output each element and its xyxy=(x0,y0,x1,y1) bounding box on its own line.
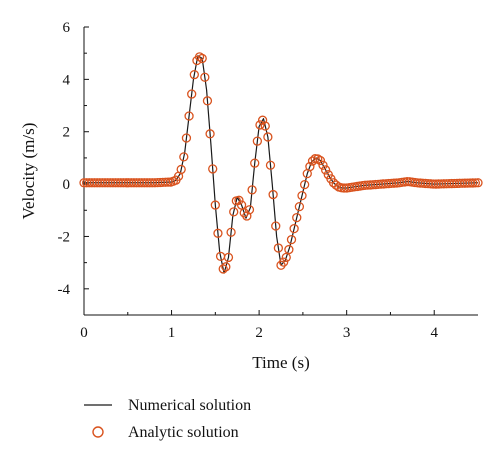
analytic-point xyxy=(176,164,186,175)
analytic-point xyxy=(202,96,213,106)
x-tick-label: 0 xyxy=(80,325,88,341)
analytic-point xyxy=(255,120,265,130)
x-axis-title: Time (s) xyxy=(252,353,309,372)
y-axis-title: Velocity (m/s) xyxy=(19,123,38,220)
y-tick-label: -4 xyxy=(58,282,71,298)
analytic-point xyxy=(221,262,231,272)
legend: Numerical solution Analytic solution xyxy=(84,397,251,441)
y-tick-label: 2 xyxy=(63,125,71,141)
analytic-point xyxy=(184,111,194,121)
analytic-point xyxy=(281,252,291,263)
legend-label-analytic: Analytic solution xyxy=(128,424,239,441)
plot-area: 0 1 2 3 4 -4 -2 0 2 4 6 xyxy=(58,20,483,341)
analytic-point xyxy=(181,133,192,143)
analytic-point xyxy=(250,158,260,168)
legend-label-numerical: Numerical solution xyxy=(128,397,251,414)
analytic-point xyxy=(247,185,257,195)
analytic-point xyxy=(331,180,341,190)
y-tick-label: 0 xyxy=(63,177,71,193)
analytic-point xyxy=(305,161,315,172)
analytic-point xyxy=(315,155,326,166)
analytic-point xyxy=(320,165,331,175)
analytic-point xyxy=(200,72,210,82)
x-tick-label: 3 xyxy=(343,325,351,341)
legend-marker-swatch xyxy=(92,426,104,438)
y-tick-label: 4 xyxy=(63,72,71,88)
analytic-solution-series xyxy=(79,52,483,274)
analytic-point xyxy=(468,178,478,188)
x-tick-label: 2 xyxy=(255,325,263,341)
analytic-point xyxy=(473,178,483,188)
analytic-point xyxy=(205,129,215,139)
analytic-point xyxy=(289,223,299,234)
analytic-point xyxy=(271,221,281,231)
analytic-point xyxy=(470,178,481,188)
analytic-point xyxy=(257,115,268,125)
analytic-point xyxy=(268,189,278,200)
y-tick-label: 6 xyxy=(63,20,71,36)
analytic-point xyxy=(276,260,286,270)
analytic-point xyxy=(239,208,249,218)
analytic-point xyxy=(234,195,244,205)
analytic-point xyxy=(197,53,207,64)
analytic-point xyxy=(263,132,273,142)
analytic-point xyxy=(210,200,220,210)
analytic-point xyxy=(292,212,302,223)
analytic-point xyxy=(265,160,276,170)
analytic-point xyxy=(179,152,189,162)
analytic-point xyxy=(318,160,328,170)
numerical-solution-series xyxy=(84,55,479,274)
analytic-point xyxy=(299,179,310,190)
x-ticks: 0 1 2 3 4 xyxy=(80,310,438,341)
analytic-point xyxy=(244,205,255,215)
analytic-point xyxy=(236,200,247,210)
analytic-point xyxy=(213,228,223,238)
y-ticks: -4 -2 0 2 4 6 xyxy=(58,20,89,316)
analytic-point xyxy=(218,264,228,274)
analytic-point xyxy=(297,190,307,201)
analytic-point xyxy=(278,257,289,267)
analytic-point xyxy=(229,207,239,217)
analytic-point xyxy=(284,244,294,255)
x-tick-label: 4 xyxy=(430,325,438,341)
analytic-point xyxy=(286,234,297,245)
analytic-point xyxy=(223,252,234,263)
analytic-point xyxy=(226,227,236,237)
analytic-point xyxy=(252,136,263,146)
y-tick-label: -2 xyxy=(58,229,71,245)
analytic-point xyxy=(273,243,284,253)
analytic-point xyxy=(260,121,270,131)
numerical-solution-line xyxy=(84,55,479,274)
x-tick-label: 1 xyxy=(168,325,176,341)
analytic-point xyxy=(294,201,305,212)
analytic-point xyxy=(208,164,218,174)
analytic-point xyxy=(242,211,252,221)
analytic-point xyxy=(187,89,197,99)
analytic-point xyxy=(189,70,199,80)
